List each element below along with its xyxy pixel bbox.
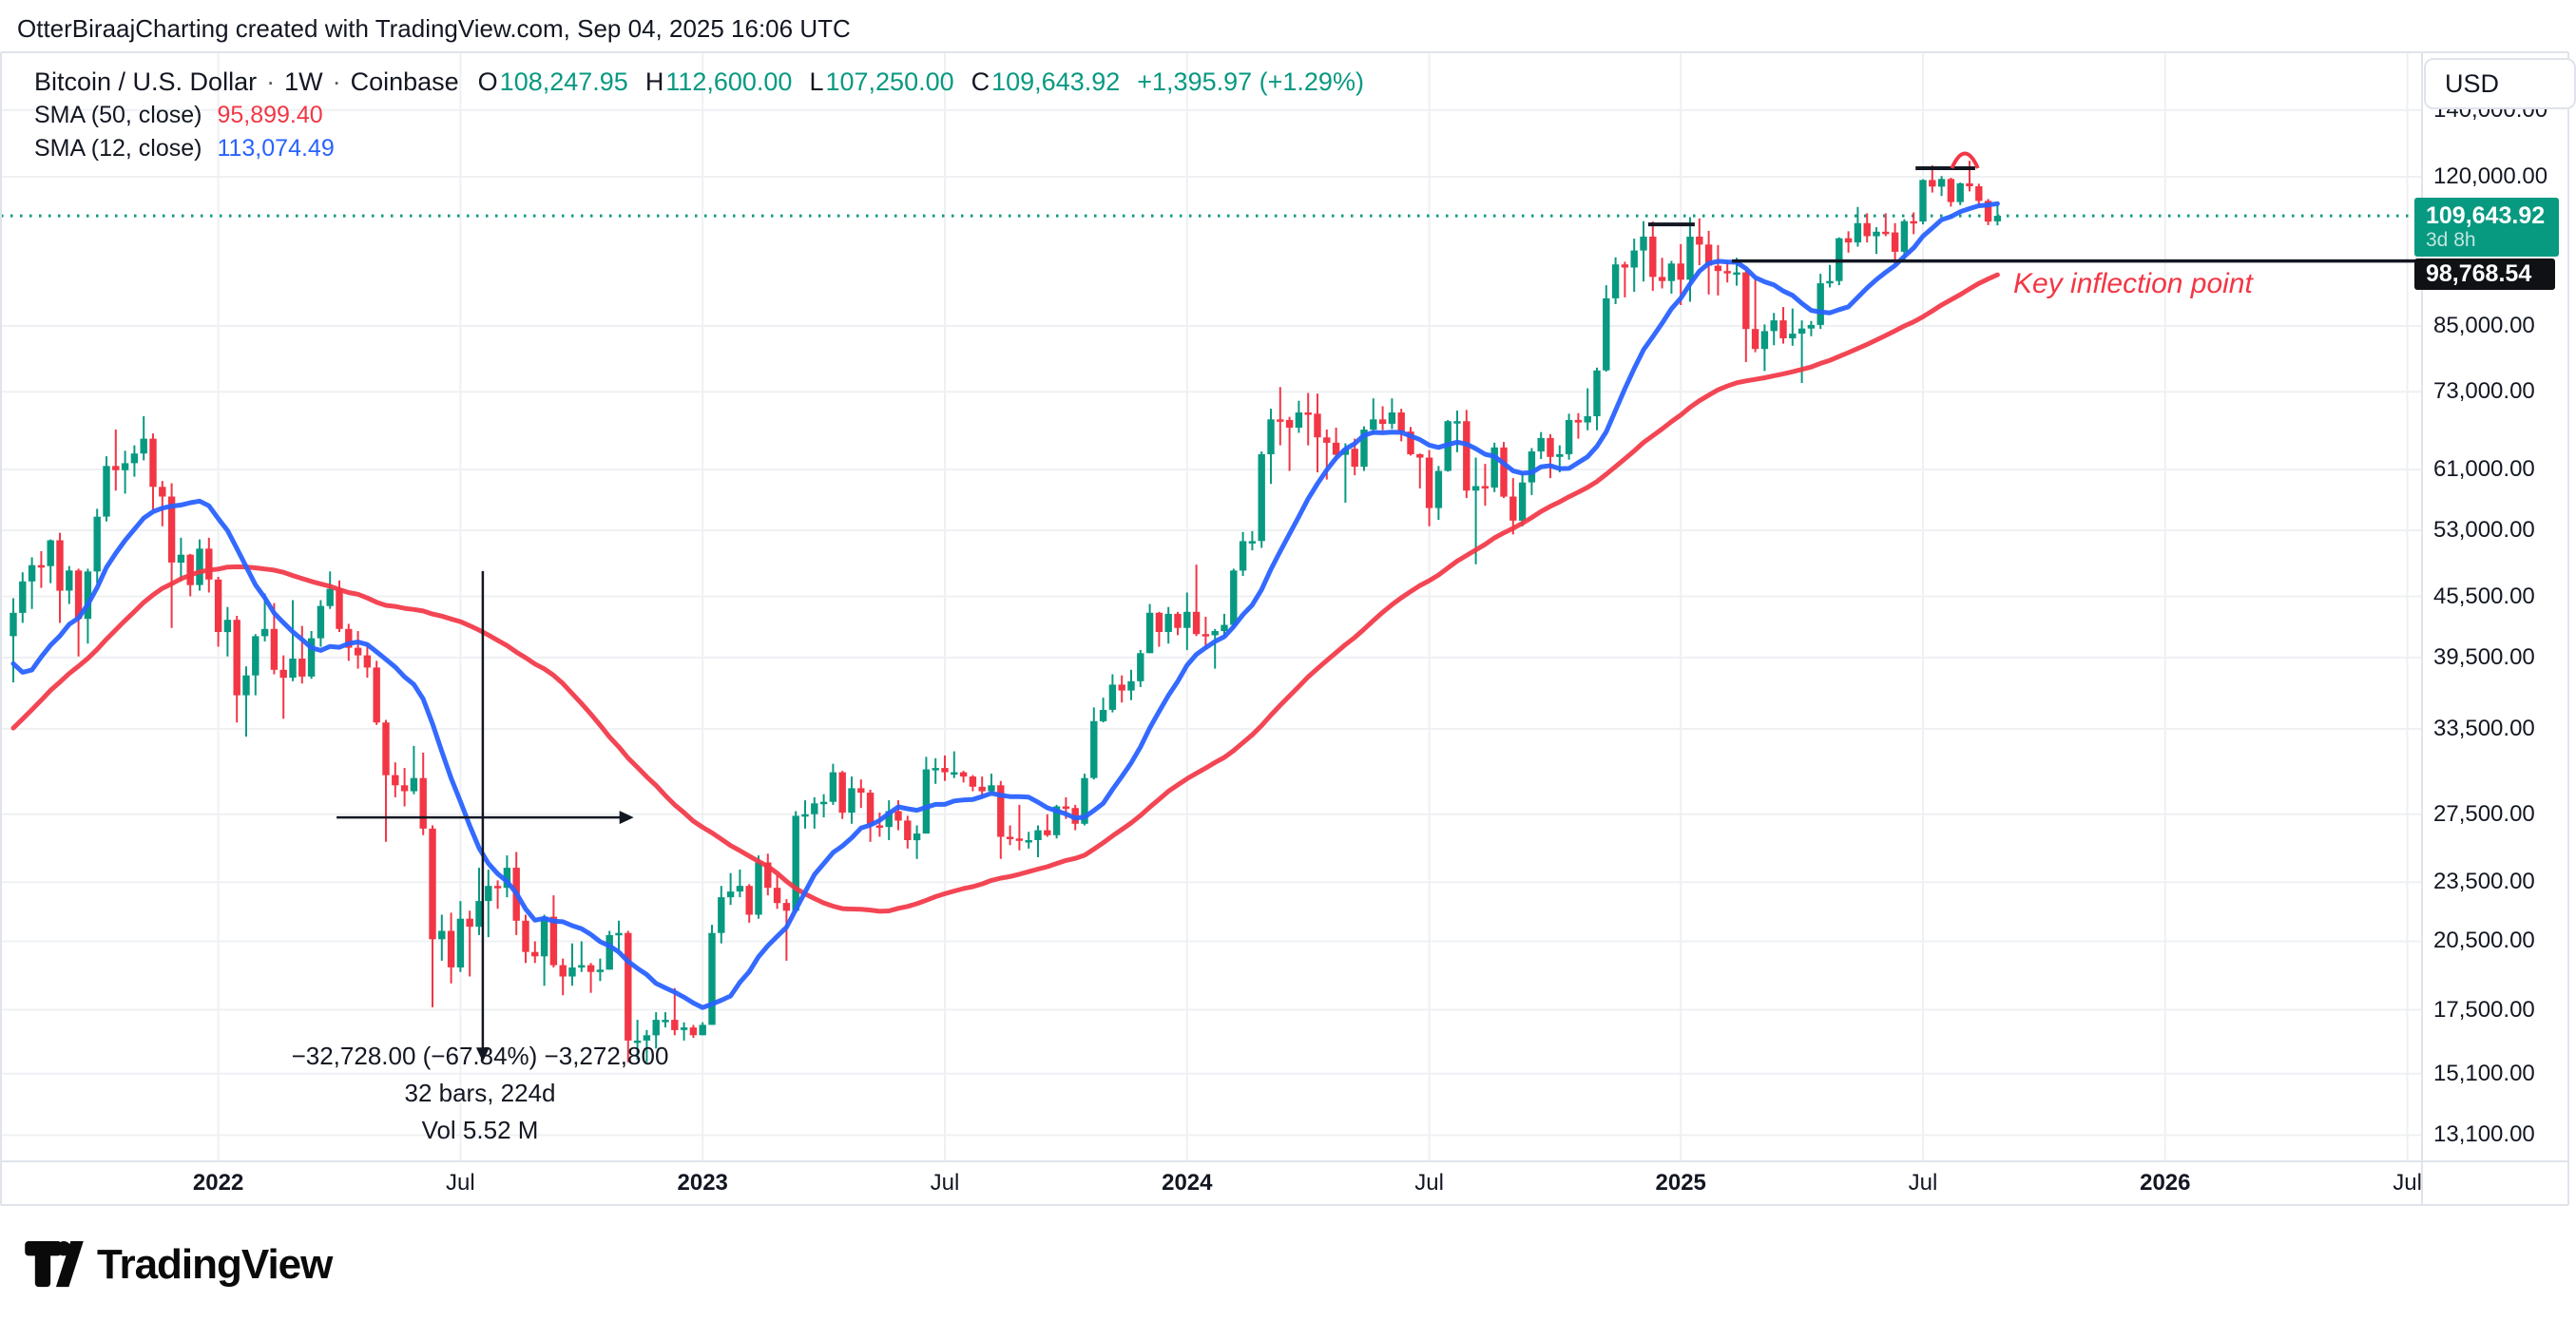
price-tick-label: 27,500.00	[2433, 800, 2535, 827]
separator: ·	[332, 67, 341, 96]
level-price-badge[interactable]: 98,768.54	[2414, 258, 2555, 291]
time-tick-label: 2024	[1162, 1170, 1213, 1196]
close-label: C	[971, 67, 990, 96]
price-tick-label: 20,500.00	[2433, 928, 2535, 954]
change-value: +1,395.97 (+1.29%)	[1137, 67, 1364, 96]
time-tick-label: Jul	[1414, 1170, 1444, 1196]
currency-toggle-button[interactable]: USD	[2424, 58, 2576, 109]
sma50-label: SMA (50, close)	[34, 102, 202, 128]
time-tick-label: 2022	[192, 1170, 244, 1196]
time-tick-label: Jul	[1908, 1170, 1938, 1196]
low-label: L	[809, 67, 824, 96]
price-tick-label: 15,100.00	[2433, 1060, 2535, 1086]
high-label: H	[644, 67, 664, 96]
open-label: O	[477, 67, 498, 96]
price-tick-label: 33,500.00	[2433, 715, 2535, 741]
bar-close-countdown: 3d 8h	[2426, 229, 2476, 252]
high-value: 112,600.00	[665, 67, 793, 96]
last-price-value: 109,643.92	[2426, 202, 2546, 230]
ohlc-values: O 108,247.95 H 112,600.00 L 107,250.00 C 109…	[478, 67, 1364, 97]
time-tick-label: Jul	[446, 1170, 475, 1196]
price-tick-label: 23,500.00	[2433, 869, 2535, 895]
indicator-row-sma12[interactable]: SMA (12, close) 113,074.49	[34, 132, 1364, 165]
measure-change-line: −32,728.00 (−67.84%) −3,272,800	[291, 1042, 669, 1070]
range-measure-label[interactable]: −32,728.00 (−67.84%) −3,272,800 32 bars,…	[292, 1038, 669, 1149]
tradingview-logo-icon	[25, 1241, 84, 1288]
price-tick-label: 45,500.00	[2433, 583, 2535, 609]
indicator-row-sma50[interactable]: SMA (50, close) 95,899.40	[34, 99, 1364, 132]
symbol-title[interactable]: Bitcoin / U.S. Dollar	[34, 67, 258, 96]
grid-lines	[1, 52, 2422, 1161]
time-tick-label: 2026	[2140, 1170, 2191, 1196]
measure-bars-line: 32 bars, 224d	[404, 1079, 556, 1107]
time-tick-label: Jul	[2393, 1170, 2422, 1196]
price-tick-label: 53,000.00	[2433, 517, 2535, 544]
time-tick-label: 2023	[677, 1170, 728, 1196]
key-inflection-annotation[interactable]: Key inflection point	[2013, 268, 2253, 299]
separator: ·	[266, 67, 276, 96]
arrow-head-down	[475, 1047, 490, 1063]
last-price-badge[interactable]: 109,643.92 3d 8h	[2414, 198, 2559, 258]
price-tick-label: 73,000.00	[2433, 378, 2535, 405]
sma-50-line	[10, 272, 2000, 914]
measure-volume-line: Vol 5.52 M	[421, 1116, 539, 1144]
sma12-value: 113,074.49	[217, 135, 335, 162]
tradingview-logo-text: TradingView	[97, 1241, 333, 1288]
price-tick-label: 39,500.00	[2433, 643, 2535, 670]
price-tick-label: 17,500.00	[2433, 996, 2535, 1023]
price-tick-label: 85,000.00	[2433, 312, 2535, 338]
price-tick-label: 13,100.00	[2433, 1121, 2535, 1148]
exchange-label[interactable]: Coinbase	[350, 67, 459, 96]
tradingview-logo[interactable]: TradingView	[25, 1241, 333, 1289]
sma50-value: 95,899.40	[217, 102, 323, 128]
pane-borders	[0, 51, 2569, 1206]
sma12-label: SMA (12, close)	[34, 135, 202, 162]
attribution-text: OtterBiraajCharting created with Trading…	[17, 14, 851, 43]
time-tick-label: 2025	[1655, 1170, 1706, 1196]
interval-label[interactable]: 1W	[284, 67, 323, 96]
top-arc-marker	[1950, 151, 1980, 169]
price-tick-label: 61,000.00	[2433, 456, 2535, 483]
price-tick-label: 120,000.00	[2433, 163, 2548, 189]
low-value: 107,250.00	[825, 67, 954, 96]
open-value: 108,247.95	[499, 67, 628, 96]
arrow-head-right	[619, 811, 634, 825]
time-tick-label: Jul	[930, 1170, 960, 1196]
sma-12-line	[10, 201, 2000, 1010]
close-value: 109,643.92	[991, 67, 1121, 96]
